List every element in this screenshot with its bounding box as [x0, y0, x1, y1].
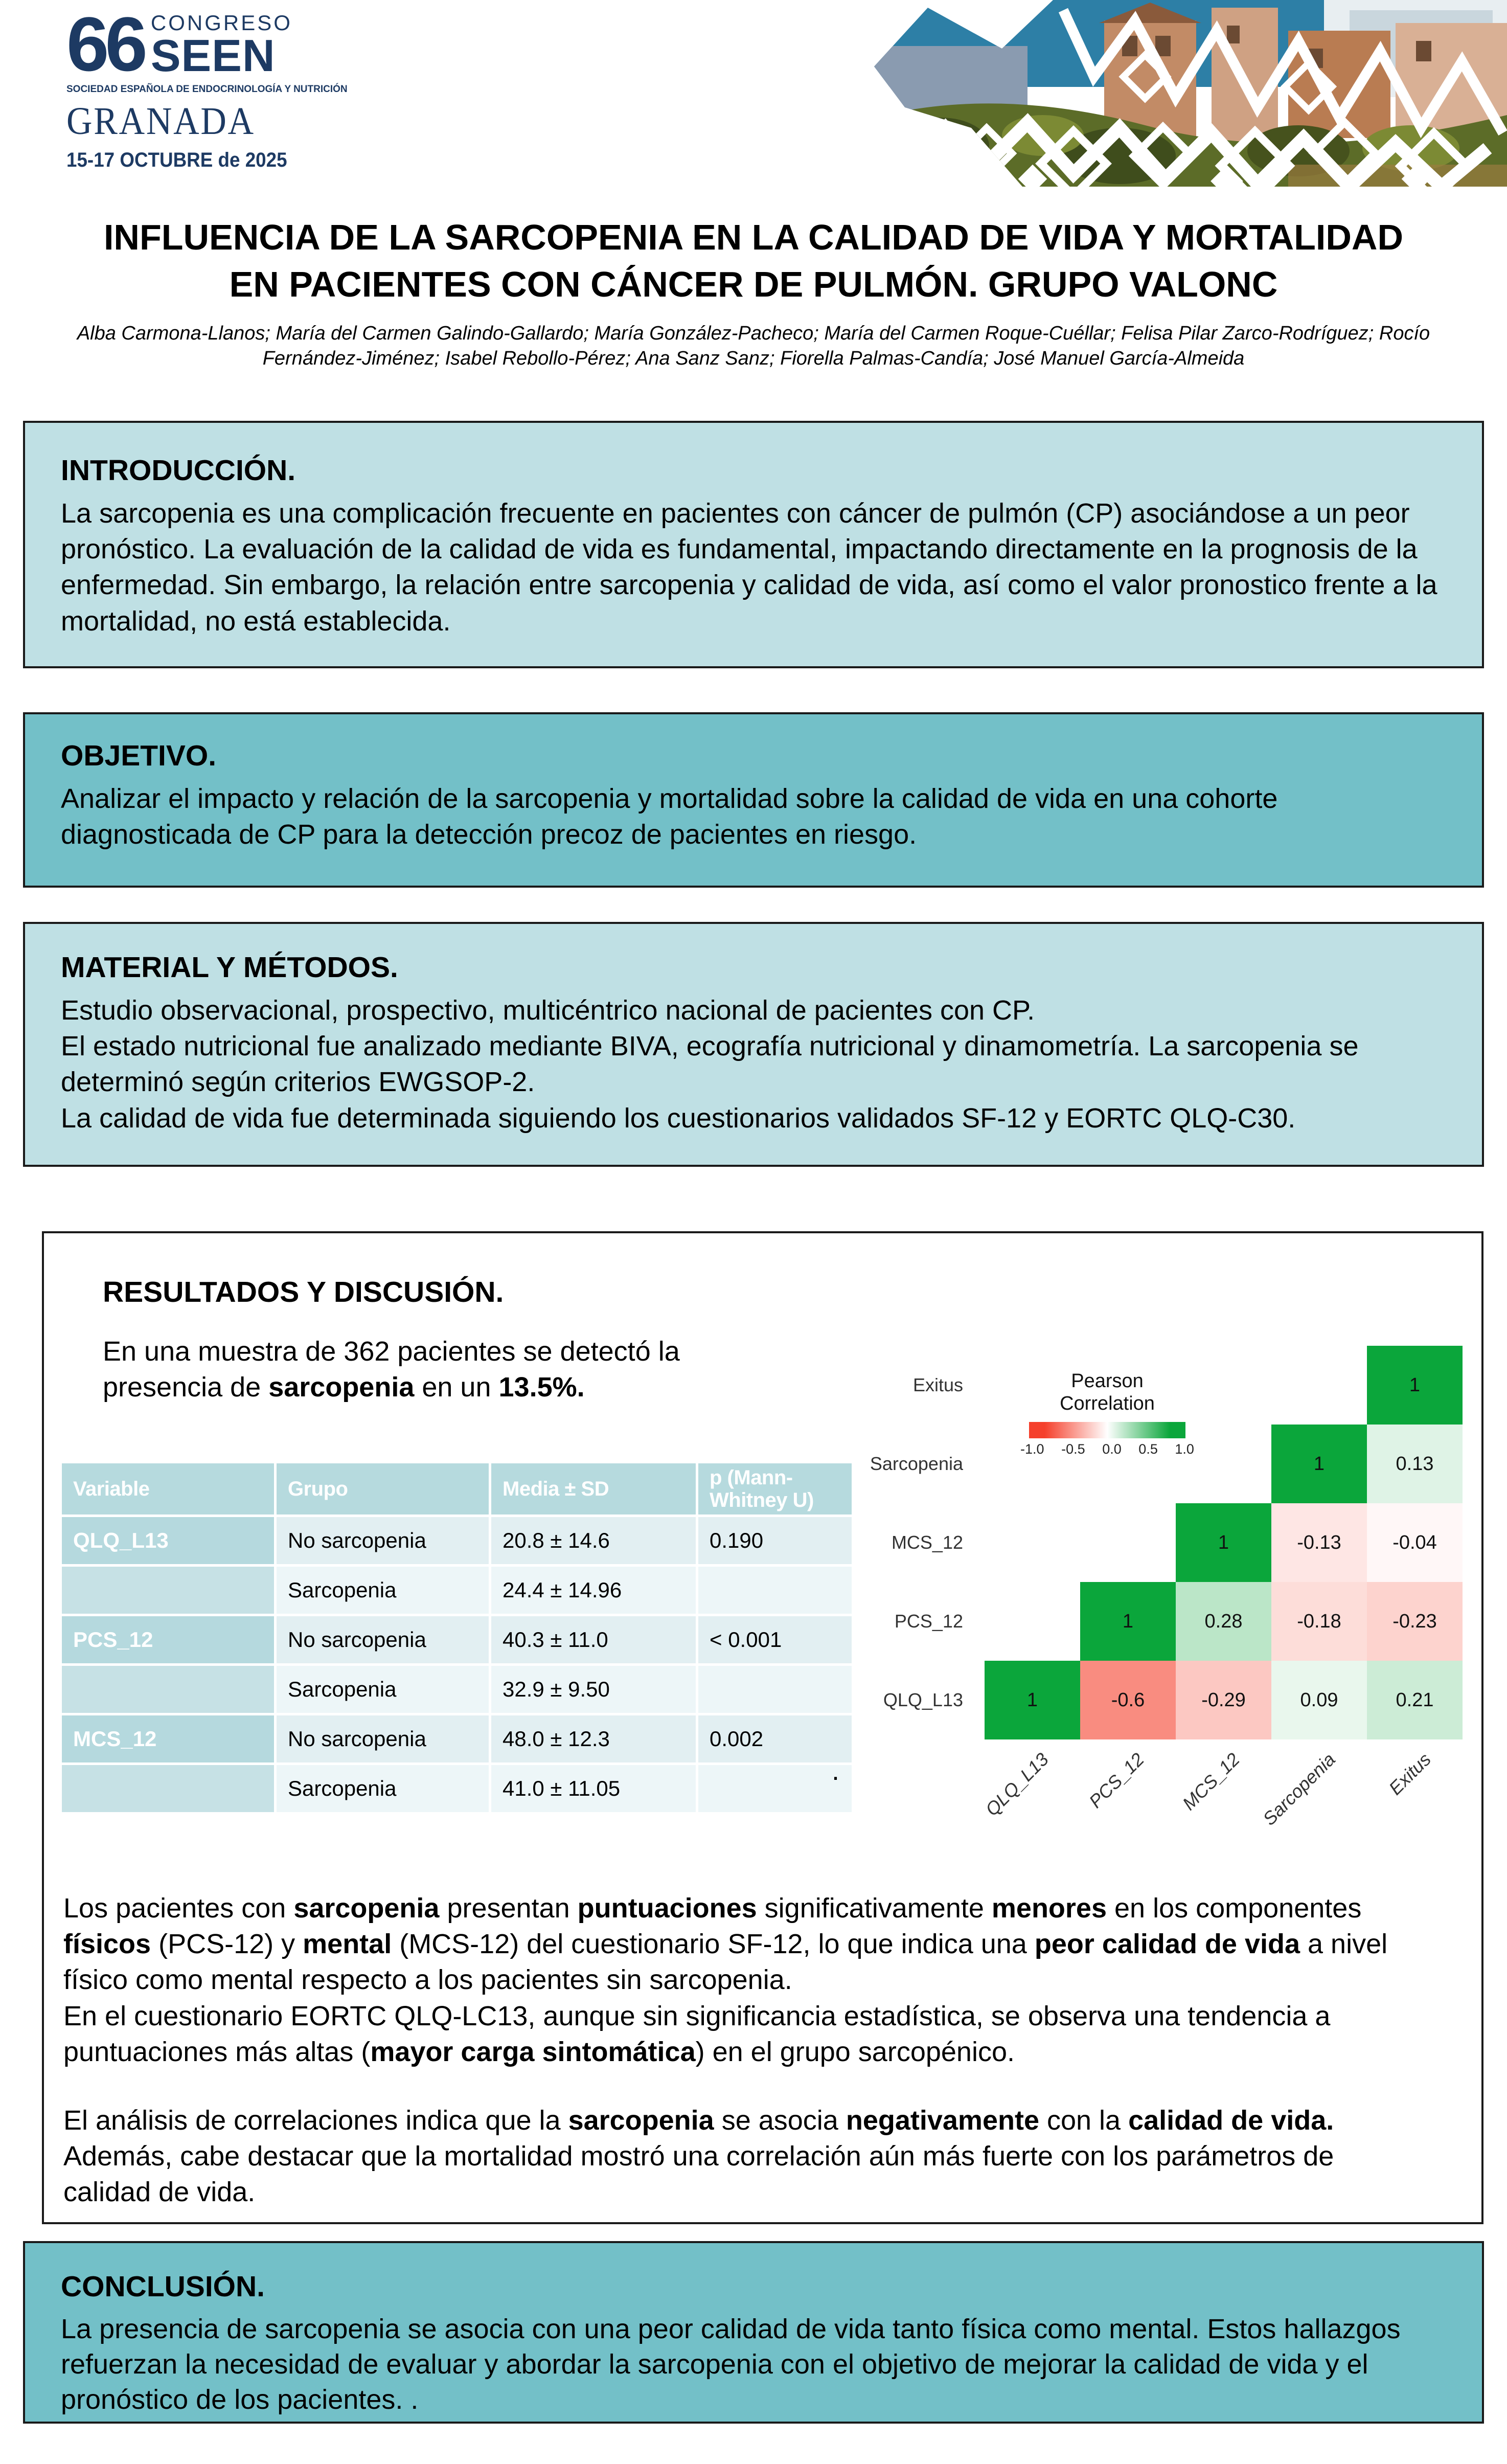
poster-title: INFLUENCIA DE LA SARCOPENIA EN LA CALIDA…	[20, 214, 1487, 308]
objetivo-heading: OBJETIVO.	[61, 739, 217, 772]
heatmap-legend-title: Pearson Correlation	[1060, 1370, 1155, 1414]
table-cell-grupo: No sarcopenia	[277, 1616, 489, 1663]
introduccion-body: La sarcopenia es una complicación frecue…	[61, 498, 1445, 637]
heatmap-cell: 0.21	[1367, 1661, 1463, 1739]
table-cell-media: 20.8 ± 14.6	[491, 1517, 696, 1564]
table-cell-variable	[62, 1666, 274, 1713]
table-cell-p	[698, 1666, 852, 1713]
heatmap-cell: 1	[1367, 1346, 1463, 1425]
table-header-p: p (Mann-Whitney U)	[698, 1463, 852, 1514]
table-cell-variable	[62, 1765, 274, 1812]
heatmap-cell: -0.23	[1367, 1582, 1463, 1661]
logo-name-column: CONGRESO SEEN	[150, 8, 292, 81]
seen-congress-logo: 66 CONGRESO SEEN SOCIEDAD ESPAÑOLA DE EN…	[66, 1, 348, 172]
logo-top-row: 66 CONGRESO SEEN	[66, 1, 302, 87]
heatmap-row-label: Exitus	[912, 1374, 963, 1395]
section-conclusion: CONCLUSIÓN. La presencia de sarcopenia s…	[23, 2241, 1484, 2424]
section-introduccion: INTRODUCCIÓN. La sarcopenia es una compl…	[23, 421, 1484, 668]
heatmap-row-label: Sarcopenia	[870, 1453, 963, 1474]
table-header-media: Media ± SD	[491, 1463, 696, 1514]
logo-congreso-text: CONGRESO	[150, 11, 292, 35]
table-cell-media: 32.9 ± 9.50	[491, 1666, 696, 1713]
poster-title-line1: INFLUENCIA DE LA SARCOPENIA EN LA CALIDA…	[103, 217, 1404, 257]
material-body: Estudio observacional, prospectivo, mult…	[61, 995, 1359, 1134]
logo-city-text: GRANADA	[66, 99, 255, 143]
table-cell-p: 0.190	[698, 1517, 852, 1564]
legend-tick: -1.0	[1020, 1441, 1044, 1457]
table-cell-p: < 0.001	[698, 1616, 852, 1663]
stray-period-mark: .	[832, 1755, 840, 1786]
heatmap-cell: 1	[1080, 1582, 1176, 1661]
material-heading: MATERIAL Y MÉTODOS.	[61, 951, 398, 984]
table-header-variable: Variable	[62, 1463, 274, 1514]
table-cell-grupo: Sarcopenia	[277, 1666, 489, 1713]
table-cell-media: 41.0 ± 11.05	[491, 1765, 696, 1812]
table-cell-media: 40.3 ± 11.0	[491, 1616, 696, 1663]
heatmap-cell: -0.04	[1367, 1503, 1463, 1582]
legend-tick: -0.5	[1061, 1441, 1085, 1457]
resultados-discussion-paragraph-1: Los pacientes con sarcopenia presentan p…	[63, 1893, 1388, 2067]
table-cell-p	[698, 1567, 852, 1614]
table-cell-variable: QLQ_L13	[62, 1517, 274, 1564]
heatmap-row-label: MCS_12	[891, 1532, 963, 1553]
heatmap-row-label: PCS_12	[894, 1611, 963, 1632]
heatmap-row-labels: Exitus Sarcopenia MCS_12 PCS_12 QLQ_L13	[847, 1346, 974, 1739]
heatmap-cell: 0.09	[1271, 1661, 1367, 1739]
section-objetivo: OBJETIVO. Analizar el impacto y relación…	[23, 712, 1484, 888]
logo-society-text: SOCIEDAD ESPAÑOLA DE ENDOCRINOLOGÍA Y NU…	[66, 83, 348, 95]
results-table: Variable Grupo Media ± SD p (Mann-Whitne…	[62, 1463, 852, 1812]
heatmap-matrix: 1 1 0.13 1 -0.13 -0.04 1 0.28 -0.18 -0.2…	[985, 1346, 1463, 1739]
alhambra-collage-icon	[874, 0, 1507, 187]
legend-tick: 0.0	[1102, 1441, 1122, 1457]
poster-title-line2: EN PACIENTES CON CÁNCER DE PULMÓN. GRUPO…	[229, 264, 1278, 305]
logo-number: 66	[66, 1, 148, 87]
heatmap-cell: -0.6	[1080, 1661, 1176, 1739]
table-cell-p	[698, 1765, 852, 1812]
resultados-discussion-paragraph-2: El análisis de correlaciones indica que …	[63, 2105, 1342, 2208]
conclusion-heading: CONCLUSIÓN.	[61, 2270, 265, 2303]
section-material-metodos: MATERIAL Y MÉTODOS. Estudio observaciona…	[23, 922, 1484, 1167]
table-header-grupo: Grupo	[277, 1463, 489, 1514]
resultados-heading: RESULTADOS Y DISCUSIÓN.	[103, 1276, 504, 1308]
legend-tick: 0.5	[1138, 1441, 1158, 1457]
heatmap-row-label: QLQ_L13	[883, 1689, 963, 1710]
table-cell-variable: MCS_12	[62, 1715, 274, 1762]
objetivo-body: Analizar el impacto y relación de la sar…	[61, 783, 1286, 850]
legend-tick: 1.0	[1175, 1441, 1194, 1457]
heatmap-cell: -0.13	[1271, 1503, 1367, 1582]
table-cell-p: 0.002	[698, 1715, 852, 1762]
table-cell-variable	[62, 1567, 274, 1614]
heatmap-legend-gradient-bar	[1029, 1422, 1185, 1439]
logo-dates-text: 15-17 OCTUBRE de 2025	[66, 148, 287, 171]
table-cell-grupo: Sarcopenia	[277, 1765, 489, 1812]
table-cell-grupo: Sarcopenia	[277, 1567, 489, 1614]
heatmap-legend-ticks: -1.0 -0.5 0.0 0.5 1.0	[1020, 1441, 1194, 1457]
heatmap-cell: -0.29	[1176, 1661, 1271, 1739]
table-cell-media: 24.4 ± 14.96	[491, 1567, 696, 1614]
resultados-sample-paragraph: En una muestra de 362 pacientes se detec…	[103, 1336, 688, 1403]
heatmap-legend: Pearson Correlation -1.0 -0.5 0.0 0.5 1.…	[1020, 1370, 1194, 1457]
heatmap-cell: 1	[1271, 1425, 1367, 1503]
authors-list: Alba Carmona-Llanos; María del Carmen Ga…	[77, 323, 1430, 370]
introduccion-heading: INTRODUCCIÓN.	[61, 454, 296, 487]
granada-artwork-image	[787, 0, 1507, 187]
table-cell-grupo: No sarcopenia	[277, 1715, 489, 1762]
section-resultados: RESULTADOS Y DISCUSIÓN. En una muestra d…	[42, 1231, 1483, 2224]
conclusion-body: La presencia de sarcopenia se asocia con…	[61, 2314, 1408, 2415]
table-cell-media: 48.0 ± 12.3	[491, 1715, 696, 1762]
heatmap-cell: -0.18	[1271, 1582, 1367, 1661]
logo-seen-text: SEEN	[150, 30, 276, 81]
heatmap-cell: 0.28	[1176, 1582, 1271, 1661]
table-cell-variable: PCS_12	[62, 1616, 274, 1663]
table-cell-grupo: No sarcopenia	[277, 1517, 489, 1564]
heatmap-cell: 1	[1176, 1503, 1271, 1582]
heatmap-cell: 1	[985, 1661, 1080, 1739]
heatmap-cell: 0.13	[1367, 1425, 1463, 1503]
pearson-correlation-heatmap: Exitus Sarcopenia MCS_12 PCS_12 QLQ_L13 …	[847, 1310, 1486, 1898]
